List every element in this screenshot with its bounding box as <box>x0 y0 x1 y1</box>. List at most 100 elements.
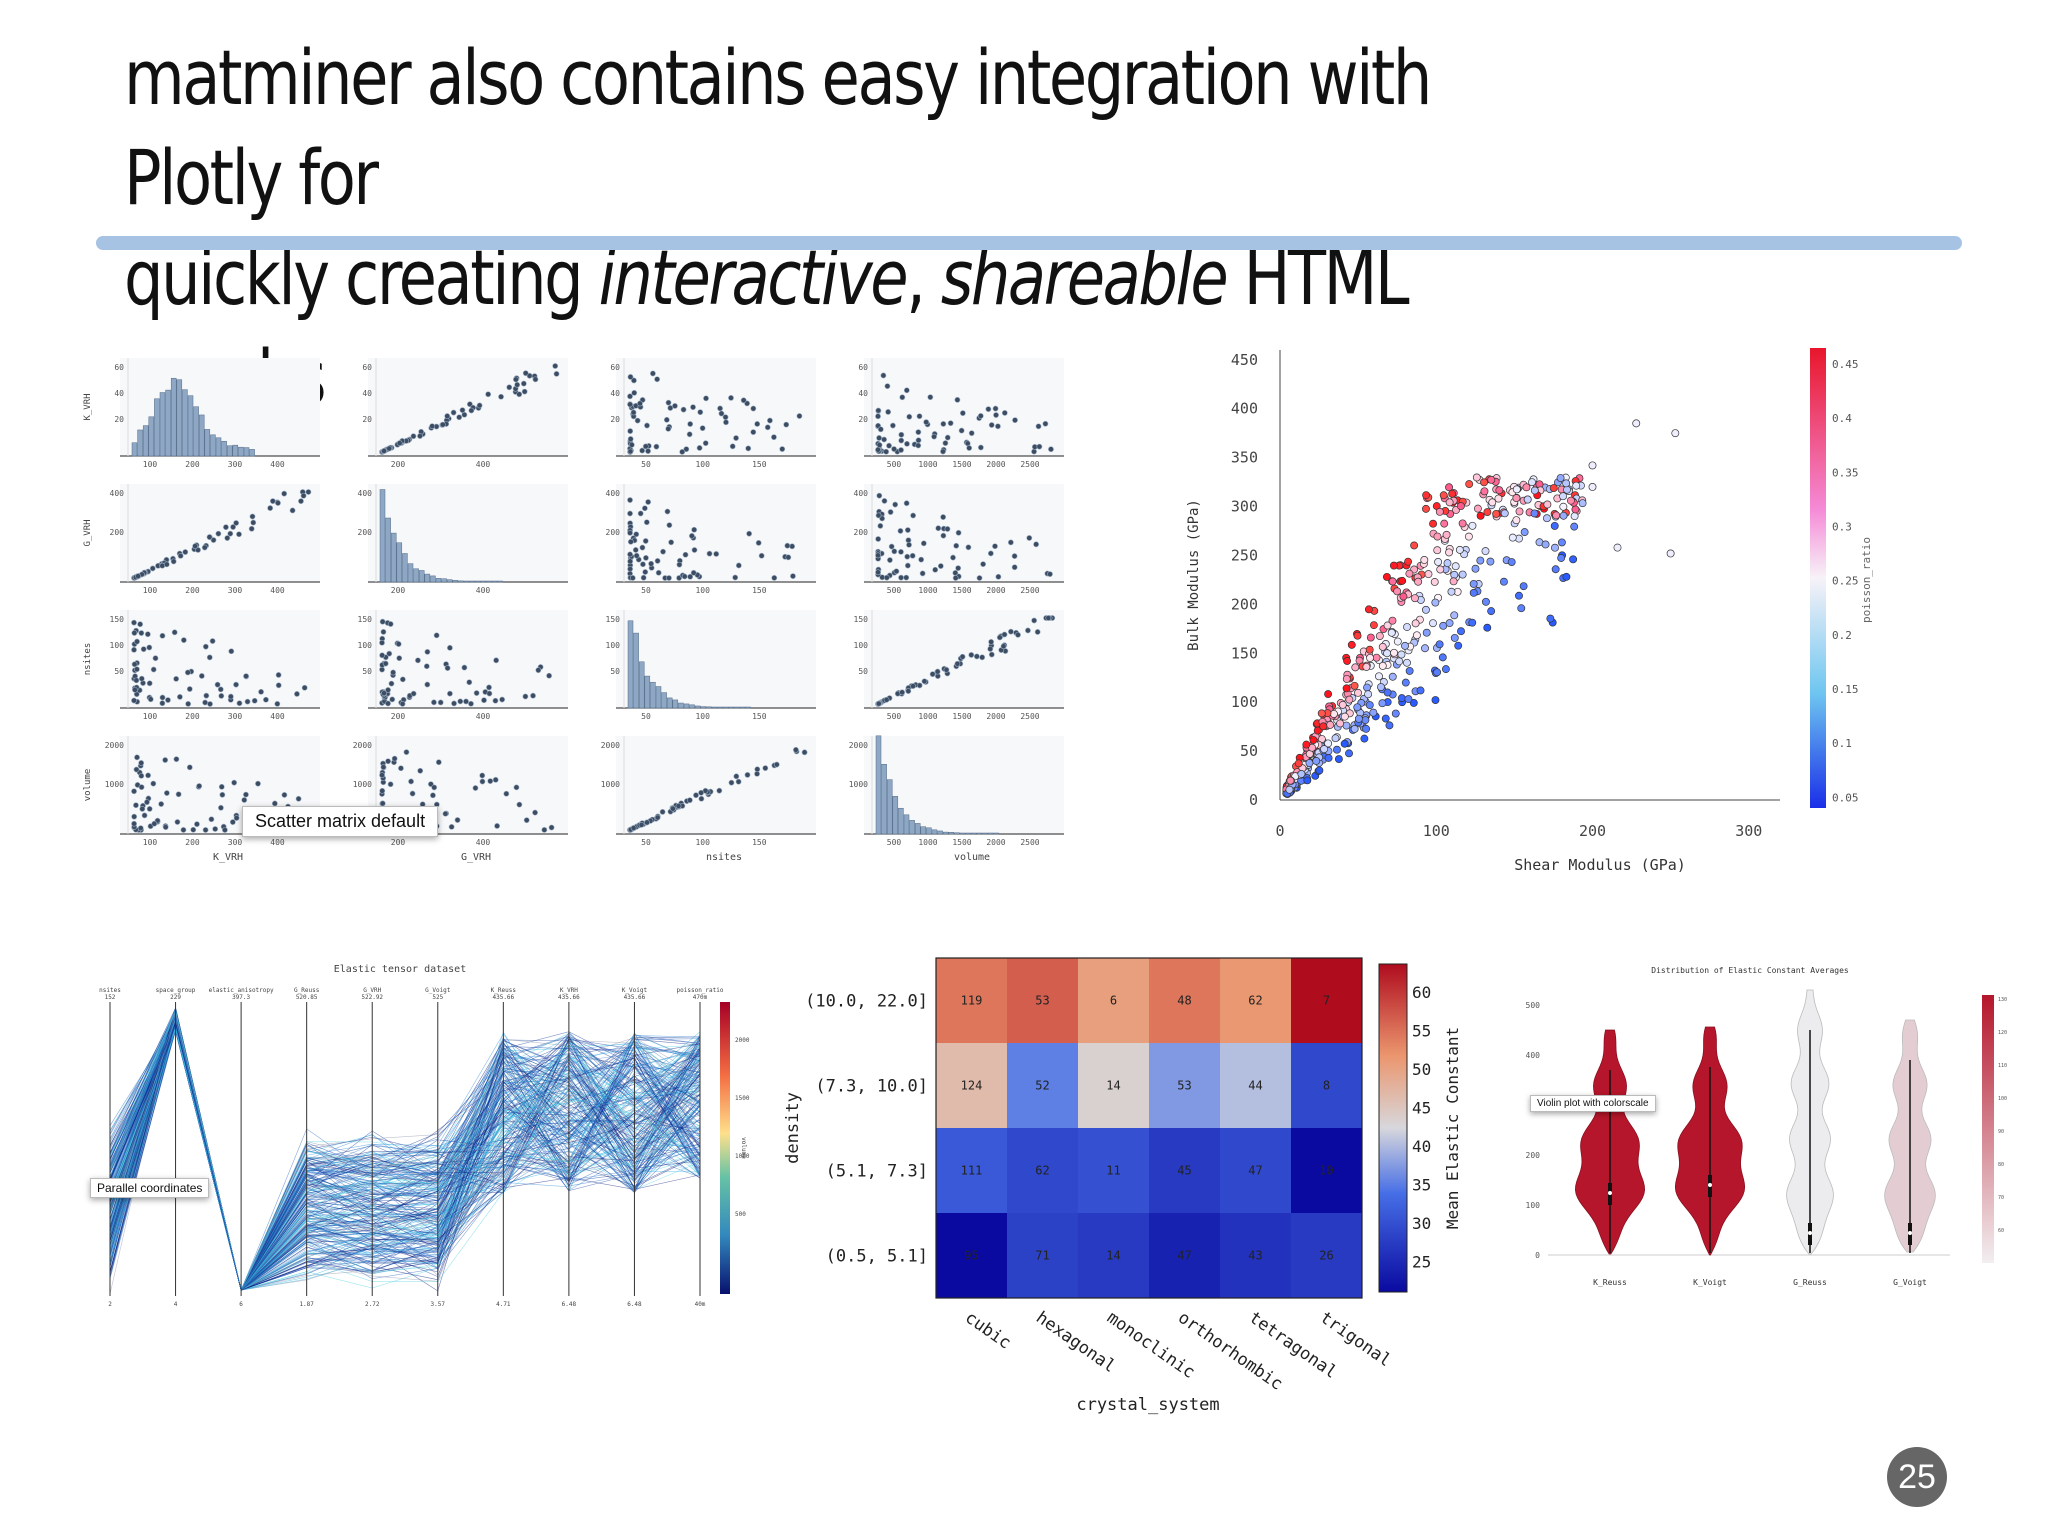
matrix-tick-label: 200 <box>185 838 200 847</box>
matrix-tick-label: 200 <box>185 460 200 469</box>
matrix-point <box>876 492 883 499</box>
histogram-bar <box>379 489 386 583</box>
scatter-point <box>1520 528 1529 537</box>
matrix-point <box>522 370 529 377</box>
matrix-point <box>716 787 723 794</box>
matrix-point <box>281 490 288 497</box>
matrix-point <box>904 562 911 569</box>
heatmap-cell <box>1291 1213 1362 1298</box>
histogram-bar <box>497 580 503 583</box>
matrix-point <box>630 409 637 416</box>
violin-colorbar-tick: 110 <box>1998 1063 2007 1069</box>
matrix-point <box>927 394 934 401</box>
matrix-point <box>532 376 539 383</box>
histogram-bar <box>689 704 695 709</box>
matrix-point <box>1031 617 1038 624</box>
matrix-point <box>1007 539 1014 546</box>
scatter-point <box>1398 576 1407 585</box>
matrix-point <box>133 677 140 684</box>
scatter-point <box>1439 491 1448 500</box>
matrix-point <box>459 407 466 414</box>
scatter-point <box>1449 577 1458 586</box>
histogram-bar <box>480 580 487 583</box>
matrix-point <box>442 810 449 817</box>
matrix-point <box>281 792 288 798</box>
matrix-point <box>468 700 474 707</box>
matrix-point <box>134 754 140 761</box>
scatter-point <box>1309 736 1318 744</box>
matrix-point <box>429 423 436 430</box>
matrix-point <box>875 700 882 707</box>
parallel-axis-bottom: 2 <box>108 1301 112 1308</box>
matrix-point <box>947 420 954 427</box>
scatter-matrix-chart[interactable]: 100 200 300 400 60 40 20 200 400 60 40 20 50 100 150 60… <box>80 340 1080 880</box>
matrix-tick-label: 500 <box>887 712 902 721</box>
matrix-point <box>875 552 881 559</box>
parallel-axis-top: 229 <box>170 994 181 1001</box>
matrix-point <box>966 445 973 451</box>
matrix-point <box>735 562 742 569</box>
matrix-point <box>992 405 999 412</box>
matrix-tick-label: 400 <box>270 586 285 595</box>
matrix-tick-label: 20 <box>858 415 868 424</box>
matrix-point <box>466 679 473 686</box>
histogram-bar <box>198 414 205 457</box>
heatmap-row-label: (0.5, 5.1] <box>826 1247 928 1267</box>
matrix-point <box>151 820 158 827</box>
matrix-tick-label: 100 <box>143 838 158 847</box>
matrix-point <box>627 428 634 434</box>
scatter-point <box>1320 745 1329 754</box>
heatmap-cell <box>1078 1128 1149 1213</box>
matrix-point <box>250 519 257 526</box>
y-tick-label: 450 <box>1231 351 1258 369</box>
matrix-point <box>163 561 170 568</box>
scatter-point <box>1385 721 1394 730</box>
scatter-point <box>1338 700 1347 709</box>
bulk-shear-chart[interactable]: 0 50 100 150 200 250 300 350 400 450 0 100 200 300 She… <box>1170 330 1900 890</box>
matrix-point <box>289 507 296 514</box>
matrix-point <box>431 699 437 706</box>
matrix-tick-label: 100 <box>143 712 158 721</box>
scatter-point <box>1507 558 1516 567</box>
matrix-point <box>954 396 961 403</box>
matrix-point <box>640 561 646 568</box>
matrix-point <box>627 530 633 536</box>
matrix-point <box>219 791 226 798</box>
matrix-point <box>499 696 506 703</box>
matrix-point <box>648 560 655 567</box>
heatmap-cell <box>1220 1128 1291 1213</box>
violin-panel: Distribution of Elastic Constant Average… <box>1510 955 2010 1315</box>
parallel-axis-label: K_Reuss <box>491 987 517 994</box>
matrix-tick-label: 2000 <box>986 586 1005 595</box>
scatter-point <box>1481 547 1490 556</box>
scatter-point <box>1450 570 1459 579</box>
matrix-point <box>435 759 442 766</box>
scatter-point <box>1431 598 1440 607</box>
matrix-point <box>696 445 703 451</box>
density-heatmap[interactable]: 119 53 6 48 62 7 (10.0, 22.0] 124 52 14 53 44 8 (7.3,… <box>778 948 1478 1428</box>
matrix-point <box>131 788 137 795</box>
scatter-point <box>1480 487 1489 496</box>
histogram-bar <box>176 379 183 457</box>
violin-chart[interactable]: Distribution of Elastic Constant Average… <box>1510 955 2010 1315</box>
violin-colorbar-tick: 130 <box>1998 997 2007 1003</box>
matrix-point <box>973 653 980 660</box>
matrix-point <box>697 409 704 416</box>
matrix-point <box>909 552 916 559</box>
matrix-point <box>1045 615 1052 621</box>
matrix-point <box>915 429 922 436</box>
parallel-colorbar-tick: 2000 <box>735 1037 750 1044</box>
matrix-point <box>159 700 166 707</box>
matrix-point <box>494 823 500 829</box>
scatter-point <box>1435 507 1444 516</box>
scatter-point <box>1388 672 1397 681</box>
matrix-point <box>149 565 156 572</box>
matrix-point <box>953 542 960 549</box>
heatmap-colorbar-title: Mean Elastic Constant <box>1443 1027 1462 1229</box>
matrix-point <box>762 765 769 772</box>
matrix-point <box>698 789 704 796</box>
matrix-tick-label: 1500 <box>952 712 971 721</box>
heatmap-colorbar-tick: 55 <box>1412 1022 1431 1041</box>
heatmap-cell-value: 52 <box>1035 1079 1049 1093</box>
